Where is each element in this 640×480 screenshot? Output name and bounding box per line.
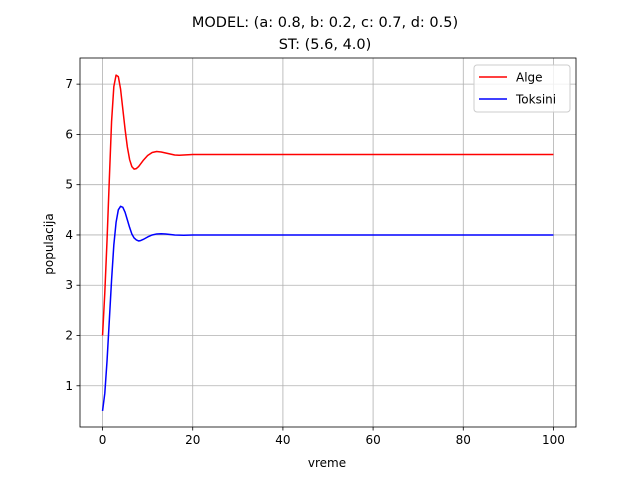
x-tick-label: 40: [275, 433, 290, 447]
legend: Alge Toksini: [473, 64, 571, 113]
y-axis-label: populacija: [42, 213, 56, 275]
legend-label-toksini: Toksini: [515, 93, 556, 107]
legend-label-alge: Alge: [516, 71, 543, 85]
x-tick-label: 20: [185, 433, 200, 447]
x-tick-label: 100: [542, 433, 565, 447]
x-tick-label: 0: [99, 433, 107, 447]
chart-title-line2: ST: (5.6, 4.0): [279, 37, 372, 53]
plot-frame: [79, 57, 577, 428]
y-tick-label: 3: [65, 278, 73, 292]
y-tick-label: 6: [65, 127, 73, 141]
y-tick-label: 5: [65, 178, 73, 192]
chart-title-line1: MODEL: (a: 0.8, b: 0.2, c: 0.7, d: 0.5): [192, 15, 458, 31]
series-line-toksini: [101, 205, 554, 412]
x-tick-label: 80: [456, 433, 471, 447]
y-tick-label: 4: [65, 228, 73, 242]
tick-labels: 0 20 40 60 80 100 1 2 3 4 5 6 7: [65, 77, 565, 447]
y-tick-label: 1: [65, 379, 73, 393]
series-line-alge: [101, 74, 554, 336]
series-lines: [101, 74, 554, 412]
x-tick-label: 60: [365, 433, 380, 447]
x-axis-label: vreme: [308, 456, 346, 470]
y-tick-label: 7: [65, 77, 73, 91]
axes: [76, 57, 577, 431]
y-tick-label: 2: [65, 329, 73, 343]
